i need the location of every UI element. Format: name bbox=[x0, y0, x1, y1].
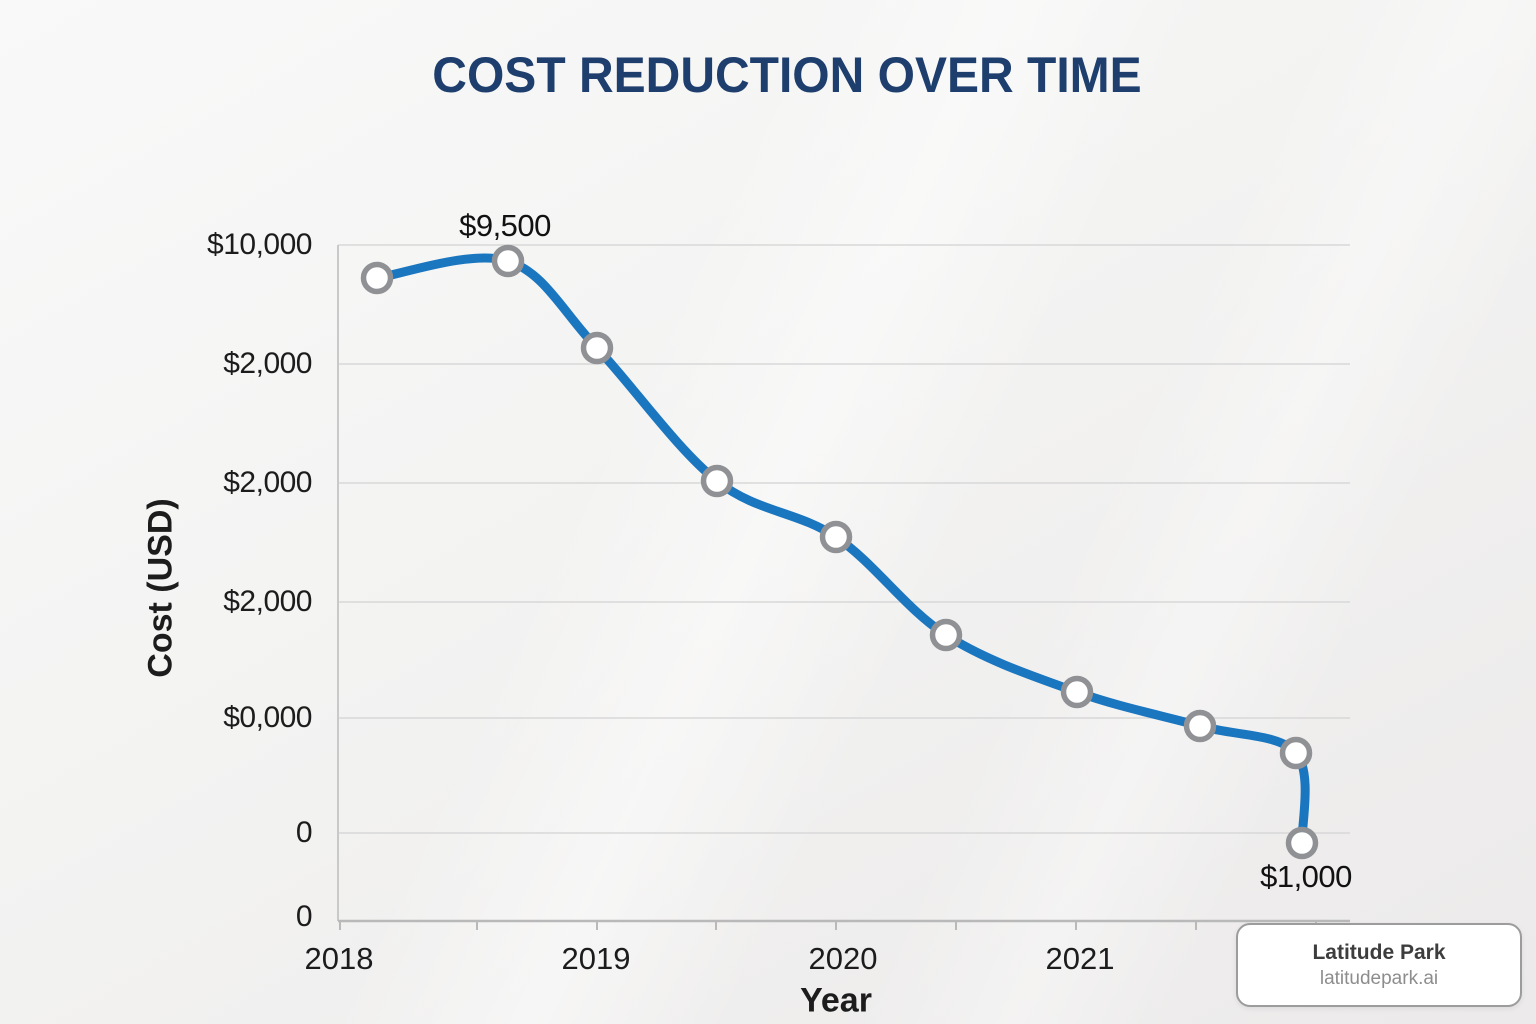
data-point-marker bbox=[929, 618, 963, 652]
data-point-marker bbox=[360, 261, 394, 295]
cost-trend-line bbox=[372, 253, 1310, 848]
data-point-marker bbox=[1183, 709, 1217, 743]
watermark-domain: latitudepark.ai bbox=[1319, 967, 1439, 989]
data-point-marker bbox=[580, 331, 614, 365]
data-point-marker bbox=[819, 520, 853, 554]
chart-title: COST REDUCTION OVER TIME bbox=[432, 47, 1142, 103]
data-point-marker bbox=[700, 464, 734, 498]
watermark-card: Latitude Park latitudepark.ai bbox=[1236, 923, 1522, 1007]
data-point-marker bbox=[1279, 736, 1313, 770]
x-axis-title: Year bbox=[800, 981, 872, 1020]
data-point-marker bbox=[491, 244, 525, 278]
watermark-name: Latitude Park bbox=[1312, 940, 1446, 964]
data-point-marker bbox=[1285, 826, 1319, 860]
data-point-marker bbox=[1060, 675, 1094, 709]
